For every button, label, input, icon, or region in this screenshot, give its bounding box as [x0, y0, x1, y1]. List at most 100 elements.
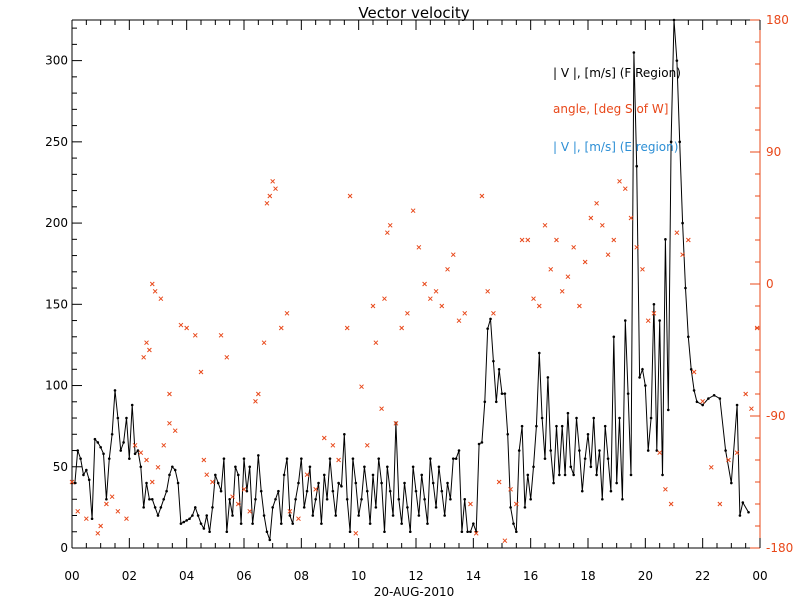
f-region-point — [592, 416, 596, 420]
f-region-point — [271, 506, 274, 509]
f-region-point — [526, 473, 530, 477]
f-region-point — [701, 403, 704, 407]
f-region-point — [82, 473, 85, 477]
angle-point — [536, 303, 542, 309]
f-region-point — [477, 442, 481, 446]
x-tick-label: 14 — [466, 569, 481, 583]
angle-point — [284, 310, 290, 316]
angle-point — [685, 237, 691, 243]
angle-point — [138, 450, 144, 456]
x-tick-label: 12 — [408, 569, 423, 583]
angle-point — [124, 516, 129, 522]
angle-point — [313, 486, 319, 492]
f-region-point — [632, 51, 636, 54]
angle-point — [115, 508, 121, 514]
right-tick-label: 90 — [766, 145, 781, 159]
angle-point — [496, 479, 502, 485]
f-region-point — [652, 303, 656, 306]
f-region-point — [558, 473, 561, 477]
angle-point — [83, 516, 89, 522]
angle-point — [304, 472, 310, 478]
x-tick-label: 20 — [638, 569, 653, 583]
chart-title: Vector velocity — [358, 4, 469, 22]
f-region-point — [168, 473, 171, 477]
f-region-point — [136, 449, 140, 452]
f-region-point — [560, 424, 564, 428]
f-region-point — [331, 489, 335, 493]
f-region-point — [191, 514, 194, 517]
f-region-point — [494, 400, 498, 404]
f-region-point — [523, 506, 527, 509]
angle-point — [184, 325, 190, 331]
angle-point — [622, 186, 628, 192]
angle-point — [178, 322, 184, 328]
f-region-point — [277, 489, 280, 493]
angle-point — [132, 442, 138, 448]
f-region-point — [93, 437, 97, 441]
f-region-point — [90, 517, 94, 521]
angle-point — [531, 296, 536, 302]
f-region-point — [380, 481, 383, 485]
angle-point — [149, 281, 155, 287]
f-region-point — [695, 400, 699, 404]
angle-point — [468, 501, 473, 507]
f-region-point — [666, 408, 670, 412]
f-region-point — [549, 449, 553, 452]
f-region-point — [712, 393, 716, 397]
angle-point — [734, 450, 740, 456]
angle-point — [152, 288, 158, 294]
f-region-point — [391, 514, 395, 517]
f-region-point — [655, 449, 659, 452]
f-region-point — [236, 473, 240, 477]
f-region-point — [747, 510, 750, 514]
f-region-point — [185, 519, 188, 522]
f-region-point — [457, 449, 461, 452]
right-tick-label: 180 — [766, 13, 789, 27]
f-region-point — [254, 497, 257, 501]
f-region-point — [497, 367, 501, 371]
f-region-point — [621, 497, 624, 501]
angle-point — [247, 508, 253, 514]
f-region-point — [555, 424, 558, 428]
angle-point — [513, 501, 519, 507]
f-region-point — [397, 497, 401, 501]
f-region-point — [503, 392, 507, 395]
angle-point — [144, 457, 149, 463]
f-region-point — [340, 484, 343, 488]
f-region-point — [302, 506, 306, 509]
f-region-point — [601, 497, 604, 501]
angle-point — [387, 222, 393, 228]
f-region-point — [426, 522, 429, 525]
angle-point — [645, 318, 651, 324]
angle-point — [255, 391, 261, 397]
angle-point — [218, 332, 224, 338]
angle-point — [445, 266, 450, 272]
angle-point — [235, 501, 241, 507]
f-region-point — [173, 468, 177, 472]
f-region-point — [463, 497, 467, 501]
f-region-point — [199, 522, 203, 525]
f-region-point — [171, 465, 174, 469]
angle-point — [104, 501, 109, 507]
angle-point — [708, 464, 714, 470]
f-region-point — [317, 481, 320, 485]
angle-point — [519, 237, 525, 243]
angle-point — [749, 406, 754, 412]
angle-point — [399, 325, 405, 331]
f-region-point — [595, 473, 598, 477]
f-region-point — [225, 530, 229, 534]
f-region-point — [689, 367, 693, 371]
f-region-point — [431, 481, 435, 485]
angle-point — [201, 457, 207, 463]
angle-point — [264, 200, 270, 206]
f-region-point — [678, 140, 682, 144]
f-region-point — [575, 416, 578, 420]
f-region-point — [517, 449, 521, 452]
left-tick-label: 150 — [45, 297, 68, 311]
f-region-point — [403, 481, 406, 485]
f-region-point — [423, 497, 426, 501]
f-region-point — [446, 481, 449, 485]
angle-point — [379, 406, 384, 412]
f-region-point — [96, 441, 100, 444]
f-region-point — [363, 465, 366, 469]
